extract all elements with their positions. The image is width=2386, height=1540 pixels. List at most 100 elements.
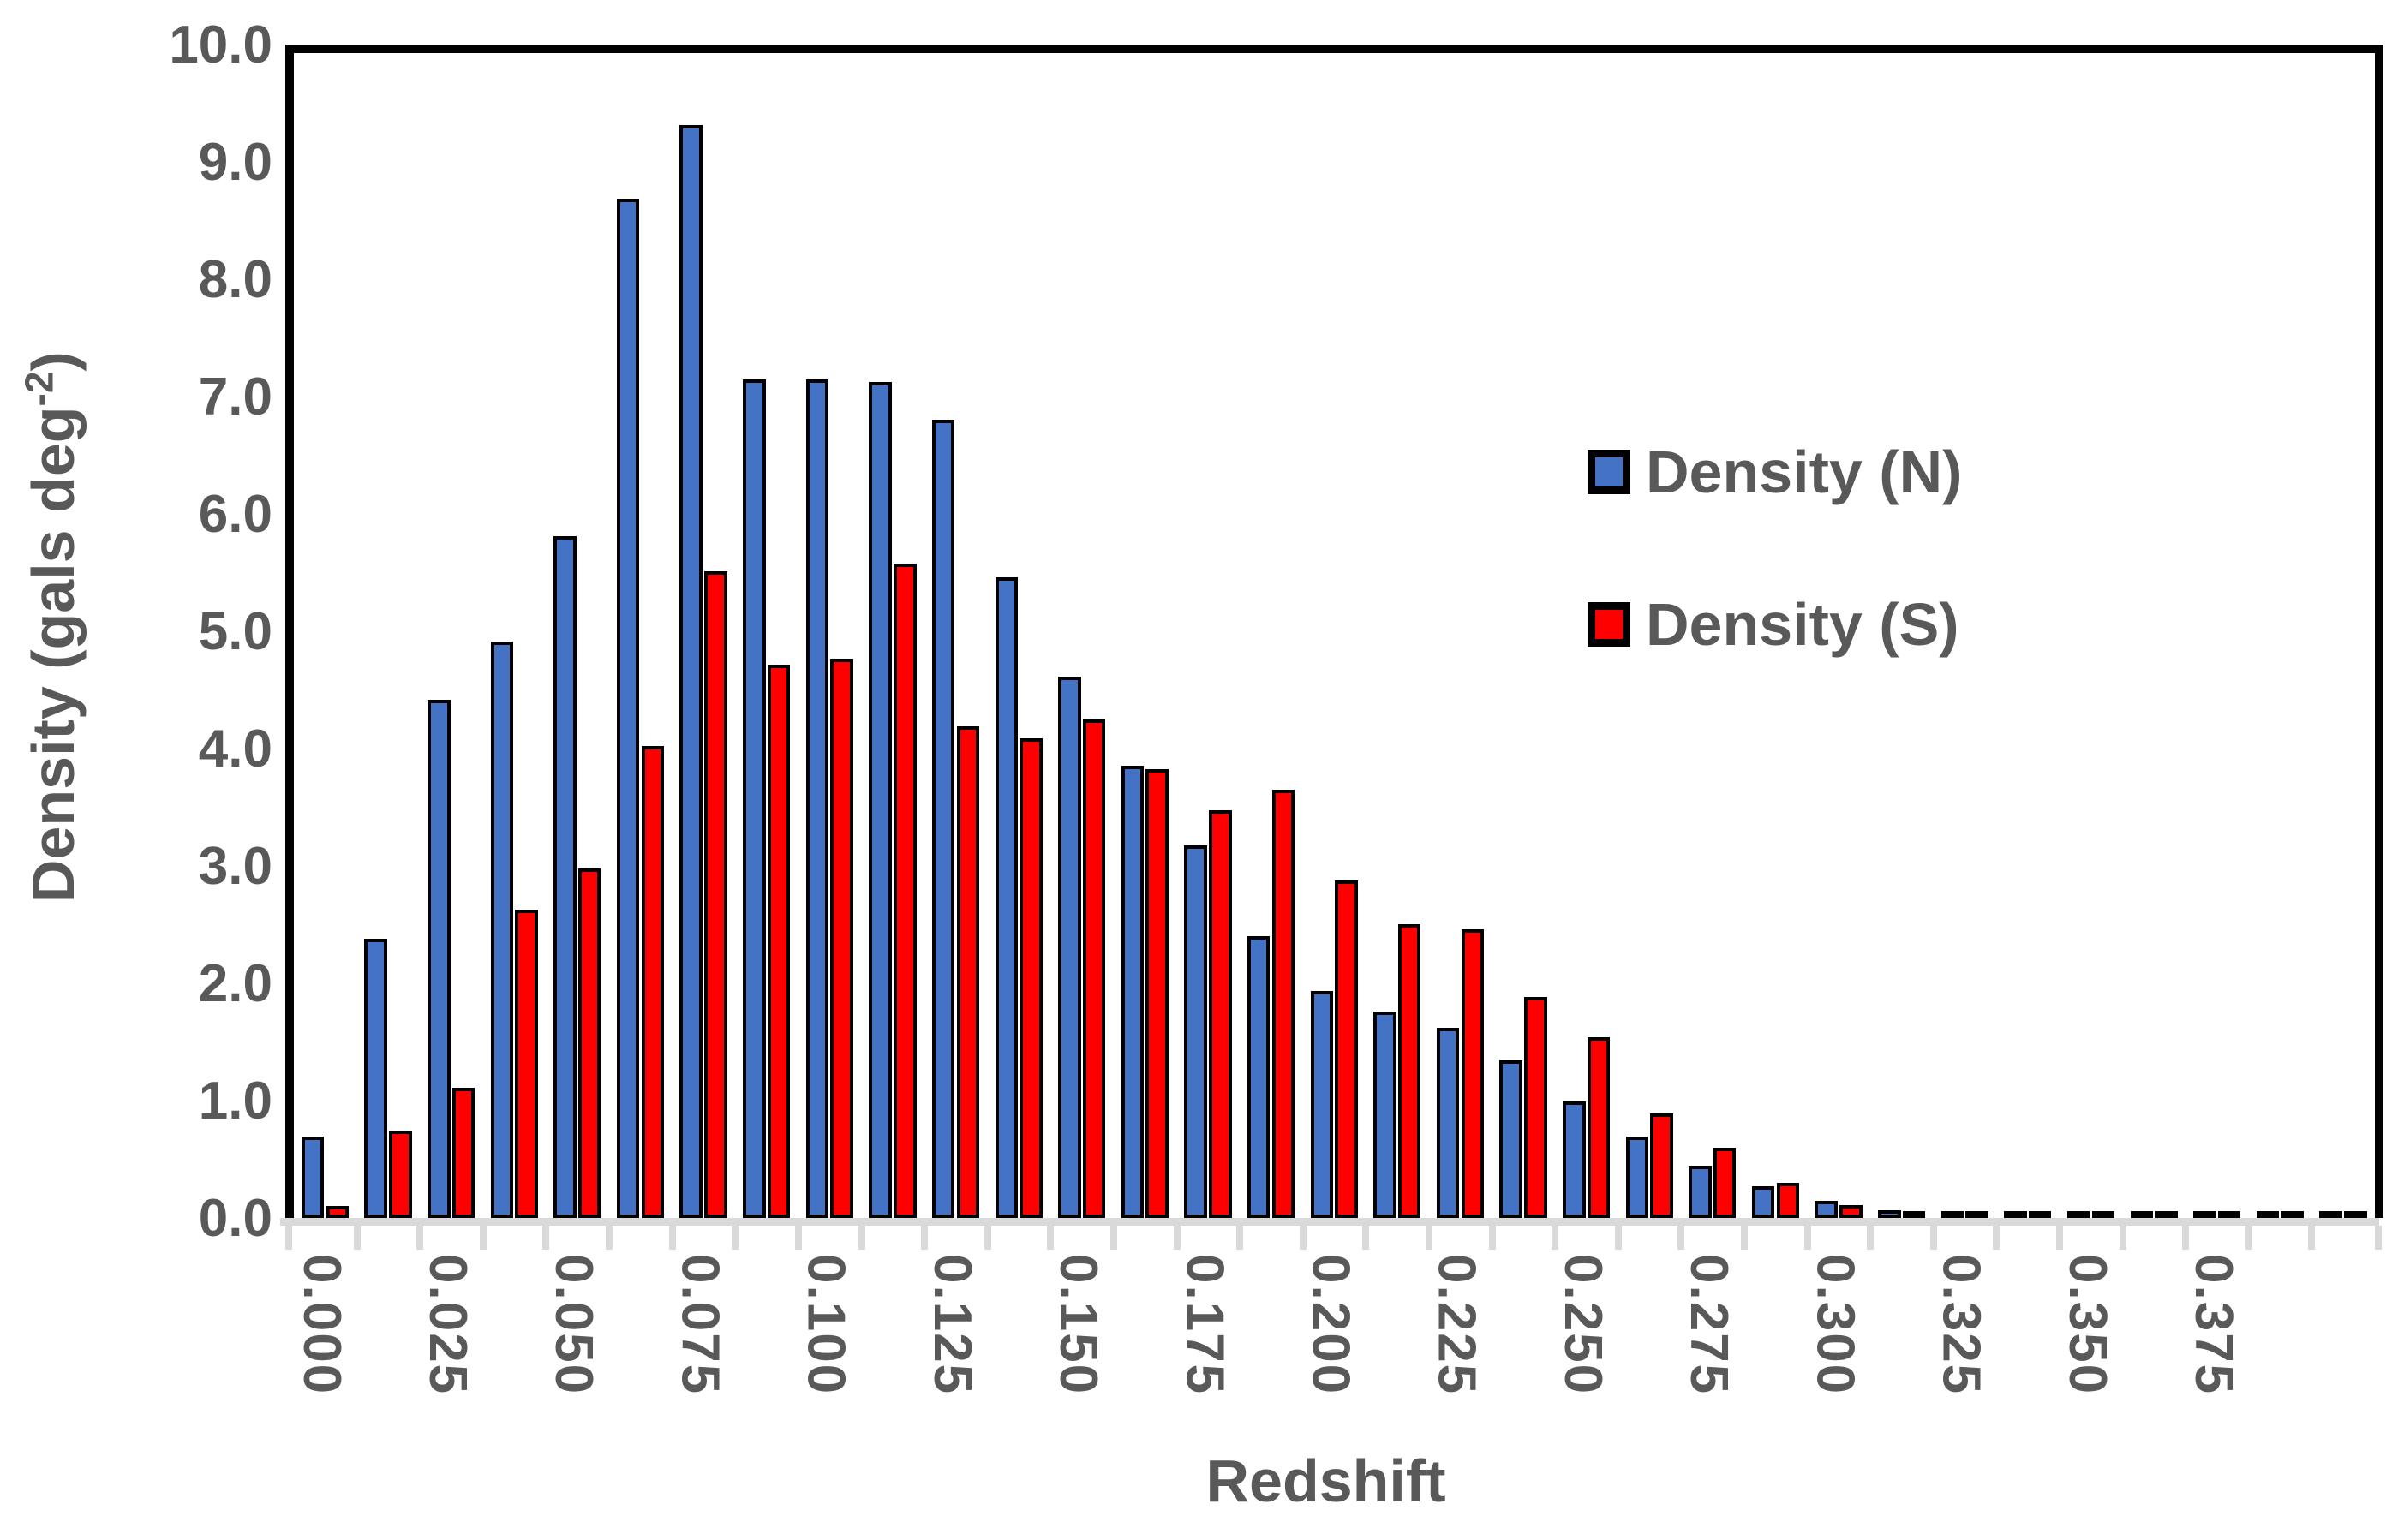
x-axis-tick — [2056, 1226, 2063, 1250]
bar-density-n — [1878, 1209, 1901, 1218]
bar-density-n — [2066, 1211, 2090, 1218]
y-axis-tick-label: 5.0 — [198, 602, 272, 661]
x-axis-tick — [1929, 1226, 1937, 1250]
bar-density-n — [1815, 1200, 1838, 1218]
bin-slot — [1177, 53, 1241, 1218]
bar-density-s — [894, 563, 917, 1218]
bar-density-n — [1499, 1060, 1522, 1218]
x-axis-tick — [1993, 1226, 2000, 1250]
bin-slot — [609, 53, 673, 1218]
bar-density-n — [931, 420, 955, 1218]
y-axis-tick-label: 7.0 — [198, 367, 272, 427]
legend-swatch-blue — [1588, 450, 1630, 494]
y-axis-tick-label: 9.0 — [198, 133, 272, 192]
bin-slot — [1429, 53, 1492, 1218]
bar-density-s — [767, 665, 791, 1218]
x-axis-tick — [479, 1226, 487, 1250]
x-axis-tick — [1362, 1226, 1370, 1250]
bar-density-n — [553, 536, 577, 1218]
x-axis-tick — [1109, 1226, 1117, 1250]
bin-slot — [1808, 53, 1871, 1218]
bin-slot — [357, 53, 421, 1218]
bin-slot — [1744, 53, 1808, 1218]
bar-series-container — [294, 53, 2375, 1218]
bar-density-s — [1082, 719, 1106, 1218]
x-axis-tick — [732, 1226, 739, 1250]
bar-density-s — [830, 659, 853, 1218]
x-axis-tick — [1867, 1226, 1875, 1250]
x-axis-tick — [1614, 1226, 1622, 1250]
bin-slot — [2249, 53, 2312, 1218]
bin-slot — [861, 53, 924, 1218]
bar-density-s — [2155, 1211, 2178, 1218]
bin-slot — [924, 53, 988, 1218]
x-axis-tick — [1803, 1226, 1811, 1250]
bar-density-s — [2344, 1211, 2367, 1218]
bar-density-n — [1247, 935, 1271, 1218]
bar-density-n — [2193, 1211, 2216, 1218]
x-axis-title: Redshift — [1205, 1447, 1446, 1514]
bin-slot — [2123, 53, 2186, 1218]
bar-density-s — [2028, 1211, 2052, 1218]
y-axis-tick-label: 4.0 — [198, 719, 272, 779]
y-axis-tick-label: 6.0 — [198, 485, 272, 544]
x-axis-tick — [2182, 1226, 2190, 1250]
bin-slot — [1366, 53, 1429, 1218]
bin-slot — [2186, 53, 2249, 1218]
legend: Density (N) Density (S) — [1588, 440, 1962, 745]
x-axis-tick-label: 0.200 — [1301, 1254, 1360, 1396]
x-axis-tick — [1047, 1226, 1055, 1250]
bin-slot — [1050, 53, 1114, 1218]
bar-density-n — [2319, 1211, 2342, 1218]
x-axis-tick — [1488, 1226, 1496, 1250]
bar-density-n — [1563, 1101, 1586, 1218]
bar-density-s — [1271, 789, 1295, 1218]
x-axis-tick — [984, 1226, 991, 1250]
x-axis-tick — [2245, 1226, 2252, 1250]
x-axis-tick — [2119, 1226, 2126, 1250]
bin-slot — [1492, 53, 1556, 1218]
bar-density-n — [1940, 1211, 1964, 1218]
bin-slot — [988, 53, 1051, 1218]
x-axis-tick-label: 0.150 — [1049, 1254, 1109, 1396]
bar-density-s — [326, 1206, 350, 1218]
bar-density-s — [1650, 1113, 1673, 1218]
x-axis-tick — [2308, 1226, 2316, 1250]
x-axis-tick-label: 0.250 — [1552, 1254, 1612, 1396]
legend-label-density-n: Density (N) — [1646, 439, 1963, 505]
bar-density-n — [1751, 1186, 1775, 1218]
bar-density-n — [1184, 845, 1207, 1218]
y-axis-tick-label: 0.0 — [198, 1189, 272, 1248]
y-axis-tick-label: 10.0 — [169, 15, 272, 75]
bar-density-s — [1713, 1148, 1737, 1218]
bar-density-n — [2130, 1211, 2153, 1218]
bar-density-n — [1625, 1136, 1649, 1218]
bin-slot — [1240, 53, 1303, 1218]
x-axis-tick — [542, 1226, 550, 1250]
bar-density-s — [1902, 1211, 1926, 1218]
plot-area — [285, 45, 2383, 1218]
bar-density-n — [2004, 1211, 2027, 1218]
x-axis-tick-label: 0.125 — [922, 1254, 982, 1396]
bin-slot — [1114, 53, 1177, 1218]
bin-slot — [735, 53, 798, 1218]
bar-density-s — [1461, 928, 1484, 1218]
bar-density-s — [1587, 1037, 1611, 1218]
x-axis-tick — [1677, 1226, 1685, 1250]
bar-density-n — [1058, 676, 1081, 1218]
bin-slot — [1996, 53, 2060, 1218]
bar-density-n — [743, 379, 766, 1218]
bar-density-s — [2217, 1211, 2241, 1218]
bar-density-s — [1524, 996, 1547, 1218]
x-axis-tick — [285, 1226, 292, 1250]
x-axis-line — [280, 1218, 2379, 1226]
x-axis-tick — [606, 1226, 613, 1250]
bar-density-s — [1397, 924, 1421, 1218]
y-axis-tick-label: 2.0 — [198, 954, 272, 1013]
y-axis-title: Density (gals deg-2) — [0, 45, 103, 1209]
bin-slot — [673, 53, 736, 1218]
bar-density-n — [679, 125, 703, 1218]
legend-label-density-s: Density (S) — [1646, 591, 1959, 658]
x-axis-tick — [416, 1226, 424, 1250]
